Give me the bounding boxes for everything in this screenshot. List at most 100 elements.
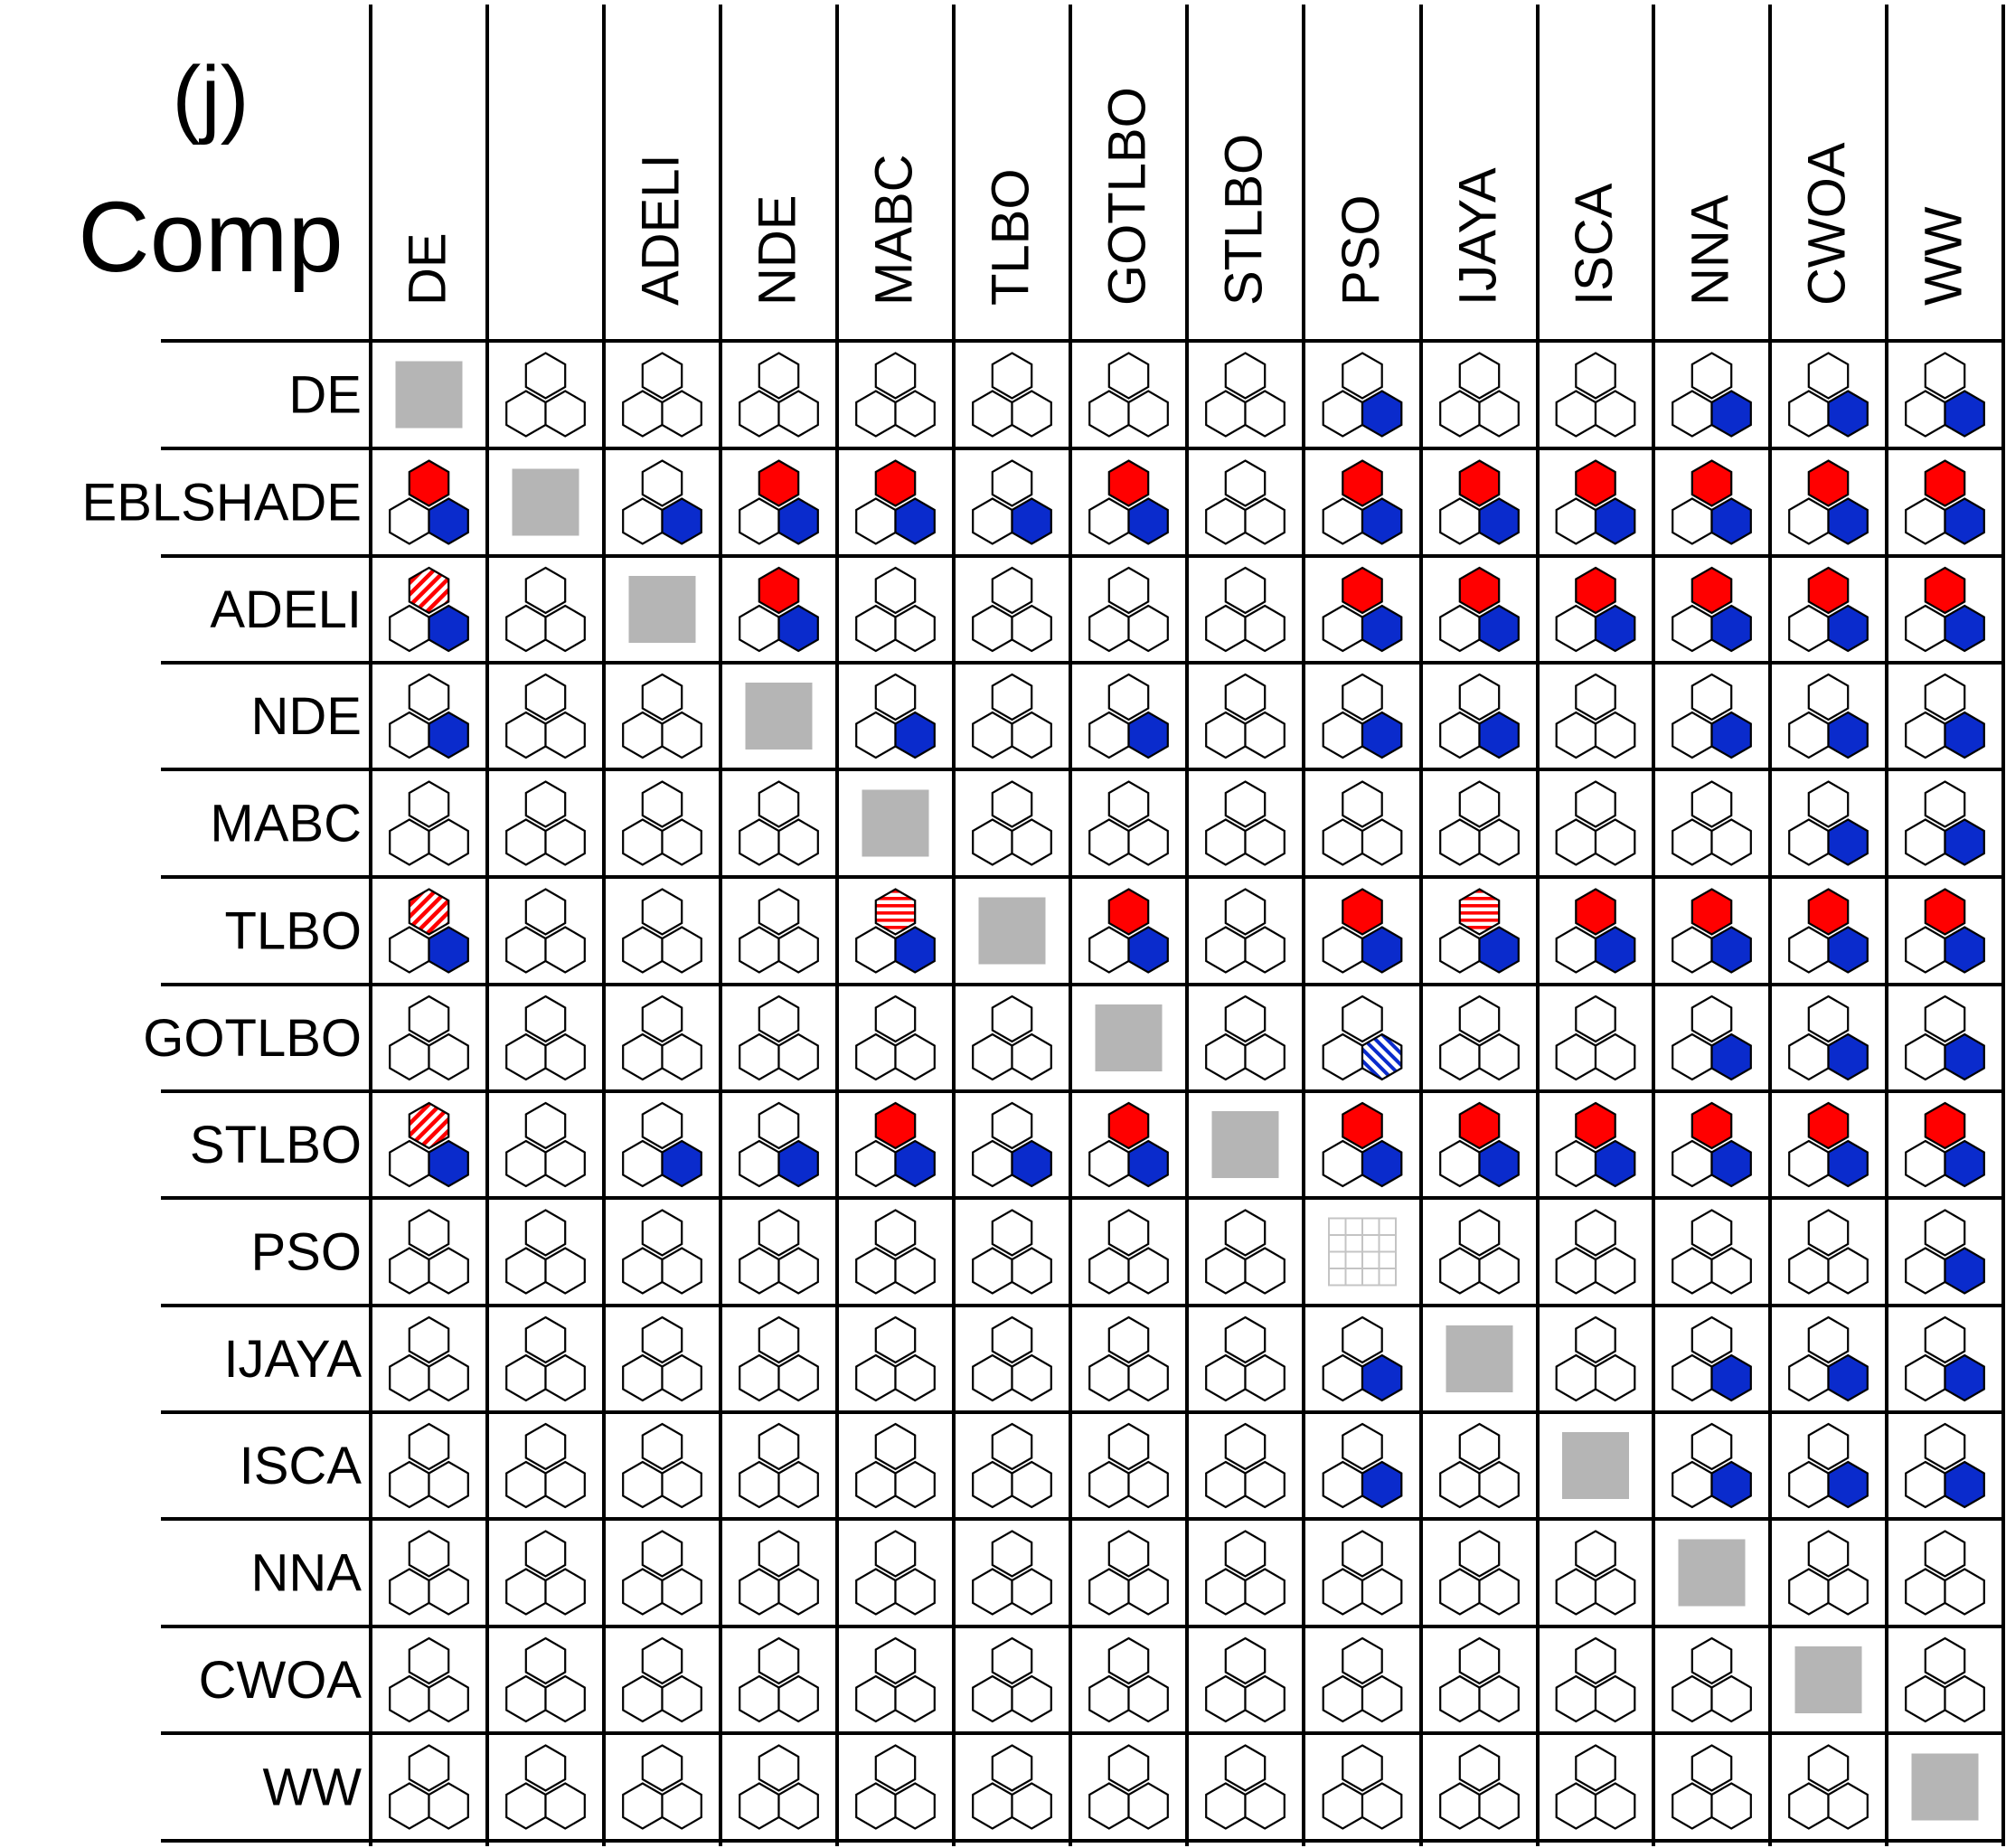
- hex-bottom-right: [777, 1568, 819, 1616]
- hex-bottom-right: [428, 1460, 469, 1509]
- hex-top: [1342, 1315, 1383, 1364]
- hex-bottom-right: [1944, 604, 1985, 653]
- matrix-cell: [855, 1422, 936, 1509]
- hex-top: [641, 1209, 683, 1257]
- hex-bottom-right: [1478, 818, 1520, 866]
- hex-bottom-left: [1905, 926, 1946, 974]
- hex-bottom-left: [1905, 1247, 1946, 1295]
- matrix-cell: [1555, 1530, 1636, 1616]
- hex-top: [874, 1530, 917, 1578]
- hex-top: [1107, 1530, 1150, 1578]
- row-header: MABC: [210, 795, 362, 853]
- hex-bottom-left: [505, 926, 547, 974]
- hex-top: [1575, 780, 1616, 828]
- hex-bottom-right: [1944, 1568, 1985, 1616]
- matrix-cell: [739, 1209, 819, 1295]
- matrix-cell: [1322, 780, 1403, 866]
- matrix-cell: [1322, 459, 1403, 545]
- self-square: [862, 789, 929, 857]
- matrix-cell: [1088, 566, 1169, 653]
- hex-top: [1807, 1209, 1850, 1257]
- hex-bottom-left: [739, 390, 780, 438]
- hex-bottom-left: [1555, 497, 1597, 545]
- hex-bottom-right: [1127, 1568, 1169, 1616]
- hex-bottom-left: [622, 390, 664, 438]
- hex-bottom-left: [1088, 390, 1130, 438]
- hex-bottom-right: [777, 818, 819, 866]
- matrix-cell: [1088, 1209, 1169, 1295]
- hex-top: [1924, 1422, 1966, 1471]
- hex-top: [1575, 566, 1616, 615]
- hex-top: [1807, 566, 1850, 615]
- hex-bottom-left: [389, 1568, 430, 1616]
- hex-bottom-left: [972, 604, 1013, 653]
- hex-bottom-left: [1088, 1568, 1130, 1616]
- matrix-cell: [739, 1744, 819, 1830]
- hex-bottom-left: [505, 1782, 547, 1830]
- self-square: [1095, 1004, 1163, 1071]
- hex-top: [1458, 1744, 1501, 1792]
- hex-bottom-left: [1555, 926, 1597, 974]
- hex-top: [1342, 352, 1383, 400]
- matrix-cell: [389, 566, 469, 653]
- hex-bottom-right: [777, 1460, 819, 1509]
- column-header: WW: [1915, 206, 1973, 306]
- hex-bottom-right: [1244, 926, 1286, 974]
- hex-bottom-right: [1011, 1139, 1052, 1188]
- hex-top: [1807, 995, 1850, 1043]
- hex-top: [524, 888, 567, 936]
- hex-bottom-left: [1788, 926, 1830, 974]
- hex-bottom-right: [544, 1247, 586, 1295]
- matrix-cell: [1205, 1636, 1286, 1723]
- hex-bottom-right: [894, 1674, 936, 1723]
- hex-bottom-right: [544, 1032, 586, 1081]
- hex-top: [641, 888, 683, 936]
- row-header: EBLSHADE: [82, 474, 362, 533]
- hex-top: [1224, 1315, 1267, 1364]
- hex-top: [758, 888, 800, 936]
- hex-bottom-left: [389, 1032, 430, 1081]
- hex-top: [1458, 459, 1501, 507]
- hex-bottom-left: [1555, 1032, 1597, 1081]
- hex-bottom-left: [1788, 1782, 1830, 1830]
- hex-bottom-left: [1672, 497, 1713, 545]
- hex-bottom-right: [1594, 604, 1636, 653]
- hex-bottom-left: [855, 1032, 897, 1081]
- hex-top: [524, 1422, 567, 1471]
- hex-bottom-right: [1594, 1139, 1636, 1188]
- column-header: PSO: [1332, 195, 1390, 306]
- hex-bottom-left: [739, 497, 780, 545]
- hex-top: [1224, 1530, 1267, 1578]
- hex-bottom-right: [661, 1247, 702, 1295]
- hex-bottom-right: [1594, 1674, 1636, 1723]
- matrix-cell: [1788, 352, 1869, 438]
- hex-bottom-left: [622, 1674, 664, 1723]
- hex-bottom-left: [1672, 604, 1713, 653]
- hex-top: [1342, 1530, 1383, 1578]
- hex-bottom-left: [855, 497, 897, 545]
- hex-bottom-left: [1439, 1032, 1481, 1081]
- matrix-cell: [1678, 1539, 1746, 1607]
- hex-bottom-right: [894, 1568, 936, 1616]
- hex-top: [1924, 352, 1966, 400]
- hex-bottom-right: [1944, 1460, 1985, 1509]
- hex-bottom-right: [1827, 497, 1869, 545]
- matrix-cell: [1088, 1315, 1169, 1402]
- matrix-cell: [622, 1209, 702, 1295]
- hex-bottom-right: [1827, 390, 1869, 438]
- hex-top: [408, 1744, 450, 1792]
- matrix-cell: [1672, 995, 1752, 1081]
- matrix-cell: [1205, 1530, 1286, 1616]
- matrix-cell: [1205, 566, 1286, 653]
- hex-top: [758, 1422, 800, 1471]
- matrix-cell: [622, 1422, 702, 1509]
- hex-bottom-left: [1088, 1353, 1130, 1402]
- hex-bottom-left: [1672, 926, 1713, 974]
- self-square: [1562, 1432, 1629, 1499]
- self-square: [395, 361, 463, 429]
- row-header: DE: [288, 366, 362, 425]
- matrix-cell: [622, 1315, 702, 1402]
- hex-bottom-right: [1478, 1568, 1520, 1616]
- matrix-cell: [1905, 995, 1985, 1081]
- hex-bottom-right: [1710, 1139, 1752, 1188]
